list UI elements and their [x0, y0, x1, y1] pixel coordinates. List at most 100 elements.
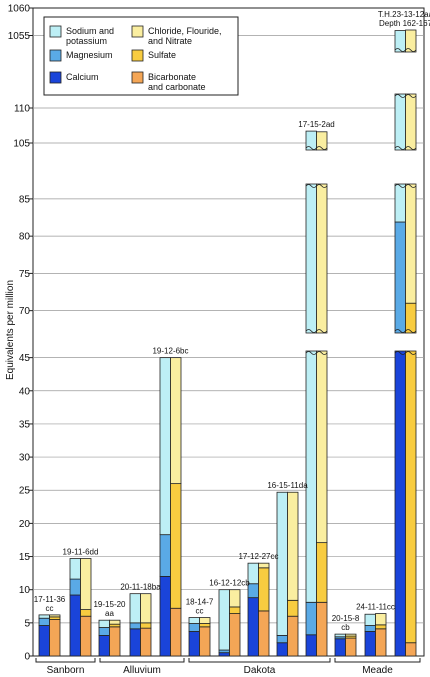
y-tick-label: 0 — [24, 652, 30, 663]
anion-bicarbonate — [229, 613, 241, 657]
anion-chloride — [140, 593, 152, 624]
legend-sodium-potassium-label: Sodium and — [66, 26, 114, 36]
gridlines — [32, 7, 425, 657]
anion-sulfate — [375, 624, 387, 630]
cation-calcium — [98, 635, 110, 657]
anion-chloride — [170, 357, 182, 485]
group-brackets: Sanborn Alluvium Dakota Meade — [35, 658, 421, 676]
anion-sulfate — [140, 622, 152, 629]
break-mark — [405, 329, 417, 333]
sample-label: 17-11-36 — [34, 595, 66, 604]
cation-calcium — [38, 625, 50, 657]
break-mark — [405, 351, 417, 355]
y-axis: 0 5 10 15 20 25 30 35 40 45 70 75 80 85 105 110 1055 1060 — [8, 4, 33, 663]
anion-sulfate — [229, 606, 241, 614]
break-mark — [316, 146, 328, 150]
anion-chloride — [229, 589, 241, 608]
sample-label: 16-12-12cb — [209, 579, 250, 588]
legend-magnesium-label: Magnesium — [66, 50, 113, 60]
plot-frame — [32, 7, 425, 657]
cation-calcium — [69, 594, 81, 657]
break-mark — [394, 94, 406, 98]
sample-label: 19-11-6dd — [63, 548, 99, 557]
anion-chloride — [345, 633, 357, 637]
cation-magnesium — [69, 578, 81, 596]
anion-chloride — [49, 614, 61, 618]
cation-sodium-potassium — [276, 491, 288, 636]
cation-magnesium — [159, 534, 171, 577]
cation-magnesium — [129, 622, 141, 630]
cation-magnesium — [276, 635, 288, 644]
cation-magnesium — [98, 627, 110, 636]
sample-bar-9 — [305, 130, 328, 657]
cation-sodium-potassium — [394, 93, 406, 151]
cation-sodium-potassium — [218, 589, 230, 651]
sample-label: aa — [105, 609, 114, 618]
sample-bar-5 — [188, 617, 211, 657]
break-mark — [405, 184, 417, 188]
sample-bar-4 — [159, 357, 182, 657]
y-tick-label: 20 — [19, 519, 31, 530]
sample-bar-1 — [69, 558, 92, 657]
y-tick-label: 10 — [19, 585, 31, 596]
cation-sodium-potassium — [334, 633, 346, 638]
anion-chloride — [287, 491, 299, 601]
cation-magnesium — [394, 221, 406, 334]
anion-chloride — [109, 619, 121, 625]
sample-label: Depth 162-167 — [379, 19, 430, 28]
y-tick-label: 30 — [19, 453, 31, 464]
sample-label: cb — [341, 623, 350, 632]
sample-label: 24-11-11cc — [356, 603, 395, 612]
sample-bar-11 — [364, 613, 387, 657]
sample-label: 17-15-2ad — [298, 120, 334, 129]
anion-sulfate — [405, 350, 417, 644]
anion-chloride — [405, 29, 417, 53]
bars — [38, 29, 417, 657]
group-bracket — [188, 658, 331, 663]
legend-magnesium-swatch — [49, 49, 62, 62]
sample-bar-7 — [247, 562, 270, 657]
cation-sodium-potassium — [159, 357, 171, 536]
break-mark — [305, 146, 317, 150]
group-bracket — [334, 658, 421, 663]
break-mark — [394, 146, 406, 150]
break-mark — [394, 351, 406, 355]
group-label-meade: Meade — [362, 665, 393, 676]
cation-sodium-potassium — [38, 614, 50, 619]
legend-bicarbonate-label: Bicarbonate — [148, 72, 196, 82]
legend-sodium-potassium-swatch — [49, 25, 62, 38]
sample-label: cc — [196, 607, 204, 616]
cation-calcium — [247, 597, 259, 657]
legend-sodium-potassium-label: potassium — [66, 36, 107, 46]
y-tick-label: 105 — [13, 139, 30, 150]
legend-chloride-swatch — [131, 25, 144, 38]
y-tick-label: 40 — [19, 386, 31, 397]
cation-sodium-potassium — [129, 593, 141, 624]
break-mark — [316, 351, 328, 355]
y-tick-label: 70 — [19, 306, 31, 317]
y-tick-label: 25 — [19, 486, 31, 497]
y-tick-label: 80 — [19, 232, 31, 243]
anion-chloride — [375, 613, 387, 626]
cation-calcium — [394, 350, 406, 657]
sample-label: 19-12-6bc — [152, 347, 188, 356]
anion-bicarbonate — [170, 607, 182, 657]
cation-sodium-potassium — [188, 617, 200, 624]
y-tick-label: 110 — [14, 104, 30, 115]
anion-bicarbonate — [49, 619, 61, 657]
break-mark — [316, 329, 328, 333]
legend-sulfate-label: Sulfate — [148, 50, 176, 60]
y-tick-label: 75 — [19, 269, 31, 280]
break-mark — [305, 184, 317, 188]
break-mark — [305, 351, 317, 355]
break-mark — [305, 329, 317, 333]
anion-bicarbonate — [405, 642, 417, 657]
cation-magnesium — [188, 623, 200, 632]
y-tick-label: 15 — [19, 552, 31, 563]
anion-bicarbonate — [109, 626, 121, 657]
cation-calcium — [364, 631, 376, 657]
sample-bar-3 — [129, 593, 152, 657]
y-tick-label: 1060 — [8, 4, 31, 15]
group-label-sanborn: Sanborn — [47, 665, 85, 676]
cation-sodium-potassium — [364, 613, 376, 626]
